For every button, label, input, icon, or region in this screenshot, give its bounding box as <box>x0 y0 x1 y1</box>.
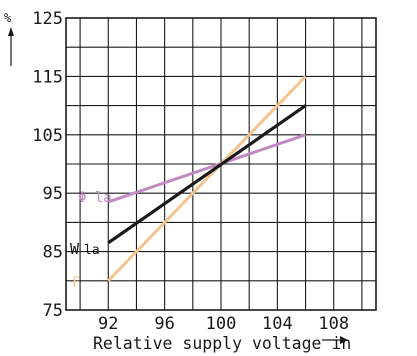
series-line-0 <box>107 104 307 245</box>
x-tick-92: 92 <box>98 314 118 334</box>
y-tick-75: 75 <box>43 301 63 321</box>
y-axis-arrow-icon <box>8 27 14 36</box>
x-tick-104: 104 <box>262 314 293 334</box>
y-tick-95: 95 <box>43 184 63 204</box>
x-tick-100: 100 <box>206 314 237 334</box>
series-line-1 <box>107 75 307 282</box>
x-axis-arrow-icon <box>340 336 348 344</box>
series-line-2 <box>107 133 307 204</box>
y-tick-105: 105 <box>32 126 63 146</box>
series-label-phi-la: Φ la <box>78 190 112 206</box>
y-tick-labels: 75 85 95 105 115 125 <box>32 9 63 321</box>
x-tick-labels: 92 96 100 104 108 <box>98 314 349 334</box>
x-axis-label: Relative supply voltage in <box>93 334 351 353</box>
series-label-f: F <box>72 275 80 291</box>
y-tick-85: 85 <box>43 243 63 263</box>
series-lines <box>107 75 307 282</box>
y-tick-125: 125 <box>32 9 63 29</box>
x-tick-96: 96 <box>154 314 174 334</box>
plot-frame <box>65 17 377 311</box>
x-tick-108: 108 <box>318 314 349 334</box>
y-tick-115: 115 <box>32 67 63 87</box>
y-axis-unit: % <box>4 11 12 25</box>
